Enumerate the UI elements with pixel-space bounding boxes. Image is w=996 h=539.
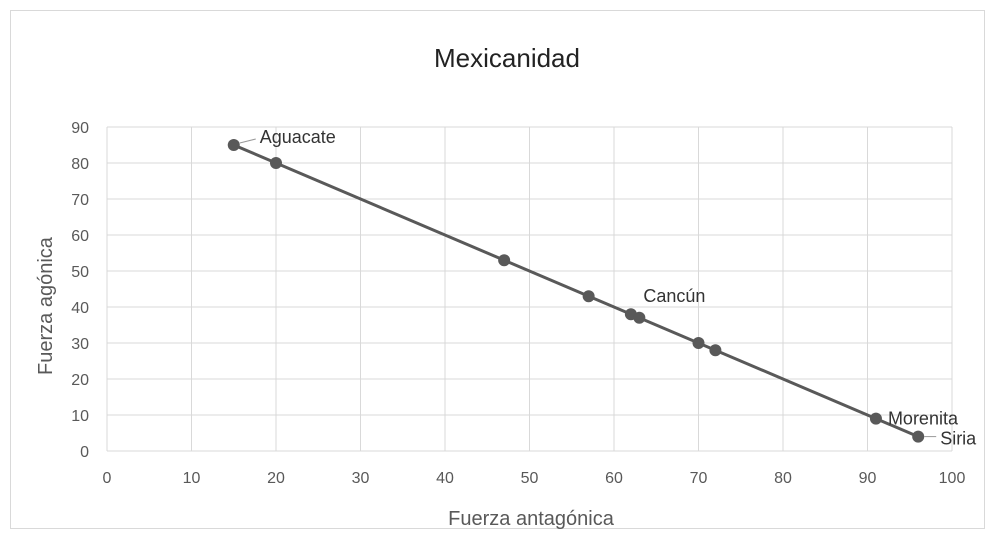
x-tick-label: 70 <box>690 470 708 487</box>
point-label: Siria <box>940 429 977 449</box>
data-point <box>227 139 240 151</box>
y-tick-label: 10 <box>71 408 89 425</box>
x-tick-label: 10 <box>183 470 201 487</box>
x-tick-label: 30 <box>352 470 370 487</box>
y-tick-labels: 0 10 20 30 40 50 60 70 80 90 <box>71 120 89 461</box>
x-tick-label: 0 <box>103 470 112 487</box>
data-point <box>633 311 646 324</box>
data-point <box>270 157 282 169</box>
data-point <box>498 254 511 267</box>
data-point <box>912 430 925 443</box>
y-axis-label: Fuerza agónica <box>35 236 57 375</box>
x-tick-label: 60 <box>605 470 623 487</box>
data-point <box>869 412 882 425</box>
x-tick-label: 20 <box>267 470 285 487</box>
trendline-group <box>233 143 919 438</box>
point-label: Morenita <box>888 409 959 429</box>
x-tick-label: 40 <box>436 470 454 487</box>
grid <box>106 126 953 452</box>
point-label: Cancún <box>643 286 705 306</box>
point-label: Aguacate <box>260 127 336 147</box>
y-tick-label: 90 <box>71 120 89 137</box>
y-tick-label: 20 <box>71 372 89 389</box>
y-tick-label: 30 <box>71 336 89 353</box>
x-tick-labels: 0 10 20 30 40 50 60 70 80 90 100 <box>103 470 966 487</box>
y-tick-label: 60 <box>71 228 89 245</box>
y-tick-label: 40 <box>71 300 89 317</box>
y-tick-label: 50 <box>71 264 89 281</box>
y-tick-label: 80 <box>71 156 89 173</box>
data-points <box>227 139 925 443</box>
x-tick-label: 80 <box>774 470 792 487</box>
trendline <box>233 143 919 438</box>
x-axis-label: Fuerza antagónica <box>448 508 615 530</box>
x-tick-label: 100 <box>939 470 966 487</box>
chart-title: Mexicanidad <box>434 43 580 73</box>
x-tick-label: 90 <box>859 470 877 487</box>
y-tick-label: 0 <box>80 444 89 461</box>
label-leader-line <box>239 138 256 144</box>
x-tick-label: 50 <box>521 470 539 487</box>
data-point <box>582 290 595 303</box>
chart-frame <box>10 10 985 529</box>
data-point <box>692 337 705 349</box>
data-point <box>709 344 722 357</box>
y-tick-label: 70 <box>71 192 89 209</box>
